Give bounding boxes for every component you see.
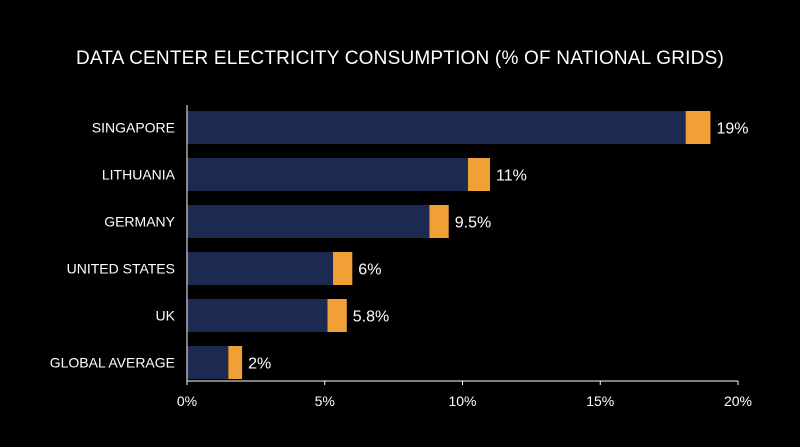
value-label: 5.8% bbox=[353, 309, 389, 326]
category-label: UK bbox=[156, 308, 176, 324]
value-label: 6% bbox=[358, 262, 381, 279]
bar-tip-segment bbox=[327, 299, 347, 332]
category-label: UNITED STATES bbox=[67, 261, 175, 277]
category-label: GERMANY bbox=[104, 214, 175, 230]
bar-main-segment bbox=[187, 158, 469, 191]
bar-main-segment bbox=[187, 205, 430, 238]
bar-tip-segment bbox=[468, 158, 491, 191]
chart-title: DATA CENTER ELECTRICITY CONSUMPTION (% O… bbox=[76, 48, 724, 69]
bar-tip-segment bbox=[228, 346, 243, 379]
bar-main-segment bbox=[187, 252, 334, 285]
x-tick-label: 15% bbox=[586, 393, 614, 409]
category-label: LITHUANIA bbox=[102, 167, 176, 183]
x-tick-label: 10% bbox=[448, 393, 476, 409]
bar-tip-segment bbox=[685, 111, 711, 144]
value-label: 2% bbox=[248, 356, 271, 373]
bar-tip-segment bbox=[429, 205, 449, 238]
x-tick-label: 0% bbox=[177, 393, 197, 409]
value-label: 9.5% bbox=[455, 215, 491, 232]
category-label: GLOBAL AVERAGE bbox=[50, 355, 175, 371]
value-label: 11% bbox=[496, 168, 527, 185]
bar-main-segment bbox=[187, 346, 229, 379]
x-tick-label: 5% bbox=[315, 393, 335, 409]
x-tick-label: 20% bbox=[724, 393, 752, 409]
bar-tip-segment bbox=[333, 252, 353, 285]
bar-main-segment bbox=[187, 299, 328, 332]
value-label: 19% bbox=[716, 121, 748, 138]
category-label: SINGAPORE bbox=[92, 120, 175, 136]
bar-main-segment bbox=[187, 111, 686, 144]
